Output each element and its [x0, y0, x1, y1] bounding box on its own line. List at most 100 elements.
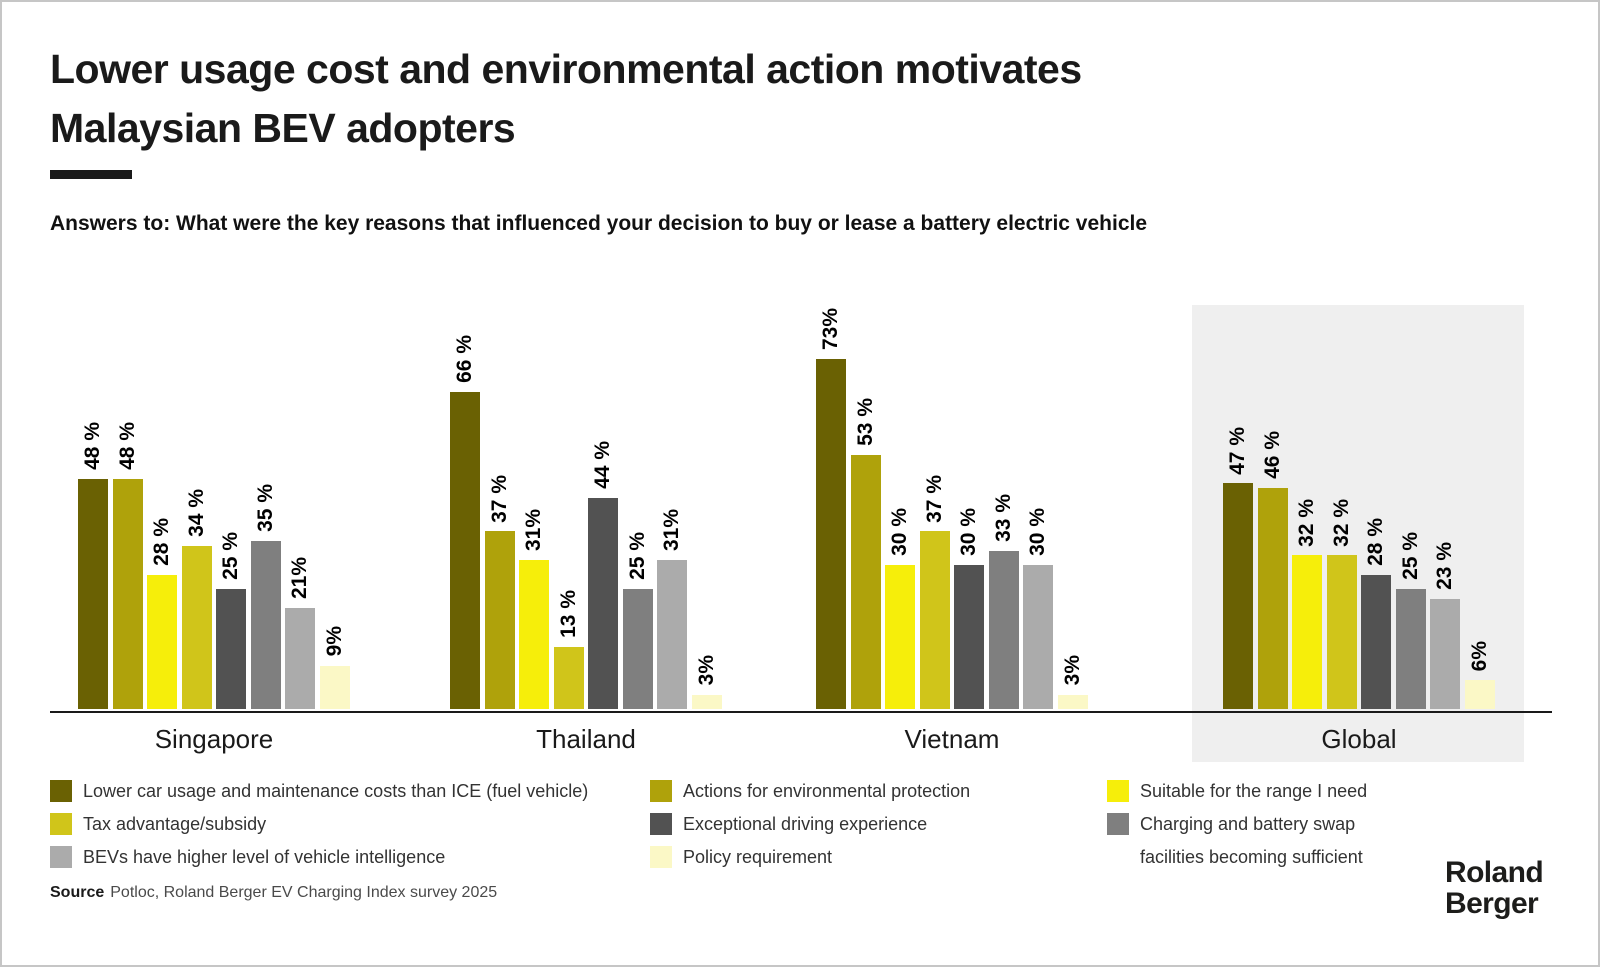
bar-vietnam-series-3: 30 % [885, 508, 916, 709]
bar-value-label: 53 % [853, 397, 877, 446]
bar-value-label: 32 % [1329, 498, 1353, 547]
legend-swatch-icon [50, 846, 72, 868]
bar-thailand-series-6: 25 % [622, 532, 653, 709]
bar-value-label: 25 % [1398, 532, 1422, 580]
legend-swatch-icon [650, 780, 672, 802]
bar-value-label: 21% [288, 557, 312, 600]
title-underline-dash [50, 170, 132, 179]
bar-value-label: 25 % [625, 532, 649, 580]
legend-item: Actions for environmental protection [650, 780, 970, 802]
legend-item: BEVs have higher level of vehicle intell… [50, 846, 588, 868]
bar-value-label: 37 % [922, 474, 946, 523]
title-line-2: Malaysian BEV adopters [50, 104, 516, 151]
source-note: Source Potloc, Roland Berger EV Charging … [50, 884, 497, 902]
bar-value-label: 23 % [1433, 541, 1457, 590]
x-axis-label-vietnam: Vietnam [904, 724, 1000, 754]
bar-value-label: 48 % [81, 421, 104, 470]
legend-column-3: Suitable for the range I need Charging an… [1107, 780, 1367, 879]
bar-value-label: 30 % [1026, 508, 1050, 556]
title-line-1: Lower usage cost and environmental actio… [50, 46, 1082, 92]
bar-value-label: 33 % [991, 493, 1015, 542]
bar-vietnam-series-4: 37 % [919, 475, 950, 709]
legend-label: Charging and battery swap [1140, 813, 1356, 834]
bar-value-label: 6% [1467, 640, 1491, 672]
x-axis-label-thailand: Thailand [536, 724, 636, 754]
bar-thailand-series-1: 66 % [450, 335, 480, 709]
bar-value-label: 35 % [253, 484, 277, 532]
legend-item: Charging and battery swap [1107, 813, 1367, 835]
legend-item: Exceptional driving experience [650, 813, 970, 835]
bar-global-series-3: 32 % [1292, 499, 1323, 709]
bar-thailand-series-2: 37 % [484, 475, 515, 709]
legend-swatch-icon [50, 780, 72, 802]
bar-singapore-series-1: 48 % [78, 422, 108, 709]
legend-item: Tax advantage/subsidy [50, 813, 588, 835]
bar-vietnam-series-6: 33 % [988, 494, 1019, 709]
bar-global-series-6: 25 % [1395, 532, 1426, 709]
legend-item: Lower car usage and maintenance costs th… [50, 780, 588, 802]
legend-label: Tax advantage/subsidy [83, 813, 267, 834]
legend-label-line2: facilities becoming sufficient [1140, 846, 1363, 867]
bar-value-label: 30 % [888, 508, 912, 556]
bar-global-series-4: 32 % [1326, 499, 1357, 709]
bar-value-label: 30 % [957, 508, 981, 556]
bar-value-label: 46 % [1260, 431, 1284, 480]
bar-thailand-series-4: 13 % [553, 590, 584, 709]
page-title: Lower usage cost and environmental actio… [50, 40, 1082, 157]
bar-vietnam-series-8: 3% [1057, 655, 1088, 709]
bar-thailand-series-8: 3% [691, 655, 722, 709]
bar-value-label: 34 % [184, 488, 208, 537]
legend-label: Exceptional driving experience [683, 813, 928, 834]
bar-singapore-series-8: 9% [319, 626, 350, 709]
bar-thailand-series-7: 31% [657, 509, 688, 709]
x-axis-label-singapore: Singapore [154, 724, 274, 754]
bar-global-series-2: 46 % [1257, 431, 1288, 709]
bar-global-series-5: 28 % [1361, 518, 1392, 709]
bar-value-label: 32 % [1295, 498, 1319, 547]
legend-label: Policy requirement [683, 846, 833, 867]
bar-vietnam-series-1: 73% [816, 308, 846, 709]
bar-value-label: 28 % [1364, 517, 1388, 566]
bar-value-label: 66 % [453, 335, 476, 384]
legend-swatch-icon [1107, 780, 1129, 802]
bar-singapore-series-5: 25 % [216, 532, 247, 709]
bar-value-label: 47 % [1226, 426, 1249, 475]
bar-value-label: 44 % [591, 440, 615, 489]
legend-swatch-icon [50, 813, 72, 835]
bar-global-series-7: 23 % [1430, 542, 1461, 709]
legend-label: Actions for environmental protection [683, 780, 971, 801]
logo-line-2: Berger [1445, 886, 1539, 920]
bar-value-label: 3% [694, 655, 718, 686]
legend-column-1: Lower car usage and maintenance costs th… [50, 780, 588, 879]
legend-item: Suitable for the range I need [1107, 780, 1367, 802]
bar-singapore-series-4: 34 % [181, 489, 212, 709]
bar-value-label: 25 % [219, 532, 243, 580]
source-label: Source [50, 884, 105, 901]
bar-group-vietnam: 73% 53 % 30 % 37 % 30 % 33 % 30 % 3% [816, 308, 1088, 709]
bar-value-label: 73% [819, 307, 842, 350]
chart-subtitle: Answers to: What were the key reasons th… [50, 212, 1148, 235]
bar-singapore-series-2: 48 % [112, 422, 143, 709]
logo-line-1: Roland [1445, 856, 1544, 889]
legend-swatch-icon [650, 813, 672, 835]
bar-value-label: 13 % [556, 589, 580, 638]
bar-thailand-series-3: 31% [519, 509, 550, 709]
bar-value-label: 48 % [115, 421, 139, 470]
bar-group-global: 47 % 46 % 32 % 32 % 28 % 25 % 23 % 6% [1223, 427, 1495, 709]
bar-singapore-series-7: 21% [285, 557, 316, 709]
bar-value-label: 28 % [150, 517, 174, 566]
legend-swatch-icon [650, 846, 672, 868]
legend-column-2: Actions for environmental protection Exce… [650, 780, 970, 879]
bar-group-singapore: 48 % 48 % 28 % 34 % 25 % 35 % 21% 9% [78, 422, 350, 709]
legend-item: Policy requirement [650, 846, 970, 868]
roland-berger-logo: Roland Berger [1445, 856, 1544, 920]
bar-value-label: 31% [522, 509, 546, 552]
source-text: Potloc, Roland Berger EV Charging Index … [110, 884, 498, 901]
bar-thailand-series-5: 44 % [588, 441, 619, 709]
legend-swatch-icon [1107, 813, 1129, 835]
bar-value-label: 37 % [487, 474, 511, 523]
bar-vietnam-series-2: 53 % [850, 398, 881, 709]
bar-value-label: 3% [1060, 655, 1084, 686]
bar-singapore-series-3: 28 % [147, 518, 178, 709]
